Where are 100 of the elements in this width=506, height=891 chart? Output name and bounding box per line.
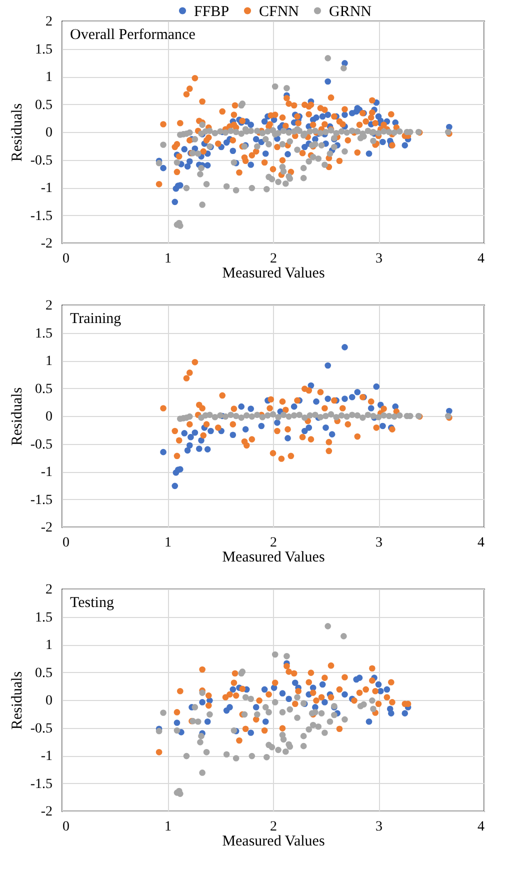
x-tick-label: 0 [62,536,70,550]
point [286,413,292,420]
point [230,686,236,693]
point [322,405,328,412]
point [232,412,240,420]
point [360,414,366,421]
point [219,392,226,399]
point [306,679,312,686]
point [217,412,224,419]
point [282,406,289,414]
point [212,414,218,420]
x-tick-label: 0 [62,252,70,266]
point [258,422,265,430]
point [280,412,287,418]
point [261,686,268,693]
point [226,691,233,698]
y-tick-label: 1.5 [35,610,52,626]
x-axis-title: Measured Values [222,834,325,850]
point [286,668,292,675]
point [199,666,206,673]
y-tick-label: 1 [46,70,52,85]
point [268,396,274,403]
point [206,412,213,418]
y-tick-label: 2 [46,582,52,598]
point [248,436,256,442]
point [243,442,250,449]
x-tick-label: 1 [164,252,172,266]
point [236,737,242,744]
point [183,375,190,382]
x-tick-label: 1 [164,820,172,834]
point [156,749,162,756]
point [243,412,250,419]
point [322,424,329,431]
point [348,412,356,418]
point [272,680,278,686]
point [342,674,348,680]
y-tick-label: 0 [46,410,52,424]
x-tick-label: 0 [62,820,70,834]
y-axis-title: Residuals [9,387,26,446]
point [284,662,290,670]
point [326,438,332,446]
point [373,383,380,390]
point [380,422,386,430]
point [192,429,198,436]
point [261,727,268,734]
y-tick-label: -1.5 [30,492,52,508]
point [308,670,314,676]
legend-label: GRNN [329,4,372,20]
point [186,370,193,376]
point [296,412,303,418]
point [292,700,298,708]
point [205,692,212,699]
point [322,699,328,706]
legend-label: CFNN [259,4,300,20]
x-axis-title: Measured Values [222,266,325,282]
point [198,437,204,444]
y-tick-label: 2 [46,298,52,314]
point [328,431,336,438]
point [270,450,276,456]
point [278,456,285,462]
point [264,412,271,419]
point [326,448,332,454]
y-tick-label: -2 [40,236,52,252]
x-tick-label: 3 [376,536,382,550]
point [301,428,308,434]
point [342,344,348,350]
point [266,405,273,412]
point [196,446,202,452]
point [317,388,324,396]
point [174,720,180,726]
point [336,686,343,693]
point [230,421,236,428]
point [295,688,302,694]
point [284,435,291,442]
point [313,697,320,704]
point [306,387,312,394]
point [369,665,376,672]
point [322,412,329,420]
point [160,405,166,412]
y-tick-label: -2 [40,520,52,536]
point [389,699,396,706]
y-tick-label: 1 [46,638,52,653]
point [290,403,298,410]
x-tick-label: 3 [376,252,382,266]
x-tick-label: 4 [478,252,484,266]
point [230,406,238,412]
point [354,412,361,419]
chart-title: Training [70,311,122,327]
point [199,405,206,412]
point [372,688,378,694]
chart-title: Overall Performance [70,27,196,43]
point [203,421,210,428]
point [324,362,332,369]
chart-title: Testing [70,595,114,611]
point [310,690,316,696]
y-tick-label: -2 [40,804,52,820]
legend-label: FFBP [194,4,230,20]
point [402,710,408,716]
point [208,428,214,434]
point [284,426,291,432]
